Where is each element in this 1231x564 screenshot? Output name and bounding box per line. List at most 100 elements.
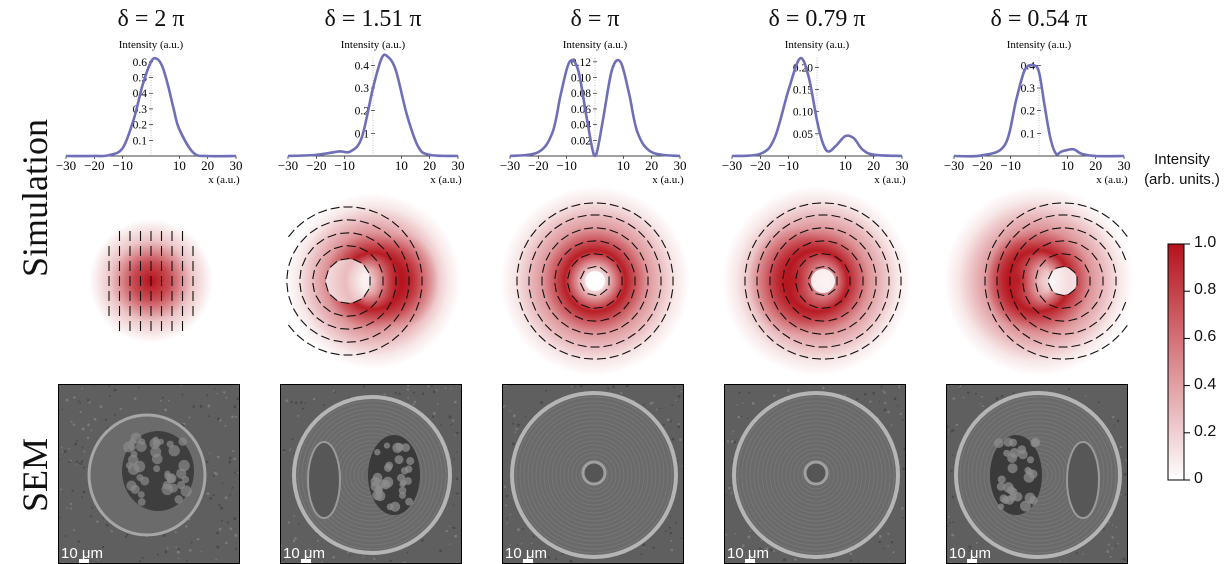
ripple-ring — [567, 448, 621, 502]
sem-grain — [951, 533, 955, 537]
polarization-dash — [299, 269, 302, 279]
polarization-dash — [812, 357, 822, 360]
polarization-dash — [867, 252, 873, 261]
center-spot — [803, 460, 829, 486]
sem-grain — [79, 401, 81, 404]
ripple-ring — [785, 444, 847, 506]
polarization-dash — [1083, 339, 1093, 345]
sem-grain — [950, 469, 953, 472]
sem-grain — [347, 551, 350, 554]
sem-grain — [297, 414, 300, 417]
surface-bump — [1029, 496, 1038, 505]
polarization-dash — [363, 265, 370, 274]
polarization-dash — [565, 339, 575, 345]
polarization-dash — [593, 253, 603, 256]
sem-grain — [82, 490, 86, 494]
x-tick-label: −20 — [528, 158, 548, 173]
sem-grain — [231, 486, 234, 489]
polarization-dash — [787, 350, 797, 355]
polarization-dash — [779, 242, 787, 250]
sem-grain — [86, 551, 89, 554]
sem-grain — [445, 529, 449, 533]
polarization-pattern — [108, 231, 194, 331]
polarization-dash — [621, 350, 631, 355]
sem-grain — [224, 496, 228, 500]
polarization-dash — [538, 220, 546, 228]
polarization-dash — [574, 242, 584, 247]
polarization-dash — [799, 259, 807, 267]
sem-grain — [514, 431, 517, 434]
sem-grain — [883, 391, 886, 394]
panel-4: δ = 0.79 π Intensity (a.u.) x (a.u.) −30 −2… — [722, 0, 912, 564]
sem-grain — [747, 417, 749, 420]
polarization-dash — [519, 251, 524, 261]
polarization-dash — [1067, 266, 1076, 274]
polarization-dash — [596, 202, 606, 205]
sem-grain — [299, 556, 301, 558]
ripple-ring — [967, 404, 1109, 546]
surface-bump — [1006, 486, 1016, 495]
sem-grain — [77, 400, 80, 403]
sem-grain — [215, 558, 218, 561]
sem-grain — [406, 551, 409, 554]
scale-bar — [745, 559, 755, 563]
sem-grain — [844, 393, 847, 396]
polarization-dash — [377, 312, 385, 320]
sem-grain — [902, 517, 904, 519]
surface-bump — [1030, 437, 1041, 447]
polarization-dash — [1052, 357, 1062, 360]
sem-grain — [452, 526, 456, 530]
polarization-dash — [564, 248, 572, 256]
sem-grain — [887, 532, 890, 535]
polarization-dash — [571, 203, 581, 208]
polarization-dash — [859, 242, 867, 250]
sem-grain — [571, 385, 573, 388]
polarization-dash — [666, 301, 671, 311]
sem-grain — [1064, 562, 1067, 563]
polarization-dash — [756, 263, 760, 273]
sem-grain — [898, 386, 901, 389]
sem-grain — [345, 562, 346, 563]
polarization-dash — [998, 229, 1005, 237]
ripple-ring — [757, 416, 875, 534]
ripple-ring — [551, 432, 637, 518]
polarization-dash — [987, 251, 992, 261]
polarization-dash — [646, 240, 653, 249]
polarization-dash — [352, 258, 362, 264]
polarization-dash — [333, 339, 343, 343]
sem-grain — [1117, 542, 1119, 545]
sem-grain — [61, 408, 64, 411]
polarization-dash — [751, 313, 758, 323]
polarization-dash — [528, 263, 532, 273]
sem-grain — [669, 531, 672, 535]
polarization-dash — [802, 315, 812, 320]
sem-grain — [883, 408, 887, 412]
polarization-dash — [1099, 242, 1107, 250]
sem-grain — [81, 387, 83, 390]
surface-bump — [996, 482, 1006, 491]
sem-grain — [887, 545, 890, 548]
panel-1: δ = 2 π Intensity (a.u.) x (a.u.) −30 −20 −1… — [56, 0, 246, 564]
sem-grain — [730, 492, 733, 495]
polarization-dash — [370, 300, 378, 309]
sem-grain — [540, 401, 544, 404]
polarization-dash — [318, 209, 328, 214]
surface-bump — [378, 479, 387, 489]
polarization-dash — [828, 318, 838, 322]
polarization-dash — [815, 240, 825, 243]
dark-core — [811, 269, 835, 293]
polarization-dash — [984, 289, 988, 299]
polarization-dash — [1035, 282, 1039, 292]
ripple-ring — [305, 408, 439, 542]
simulation-field — [285, 193, 461, 369]
sem-grain — [586, 562, 589, 563]
scale-bar — [967, 559, 977, 563]
sem-grain — [294, 401, 298, 405]
polarization-dash — [1099, 312, 1107, 320]
surface-bump — [993, 438, 1004, 448]
sem-grain — [63, 449, 67, 453]
surface-bump — [383, 442, 391, 449]
polarization-dash — [766, 220, 774, 228]
sem-grain — [511, 422, 514, 425]
sem-grain — [229, 493, 231, 496]
